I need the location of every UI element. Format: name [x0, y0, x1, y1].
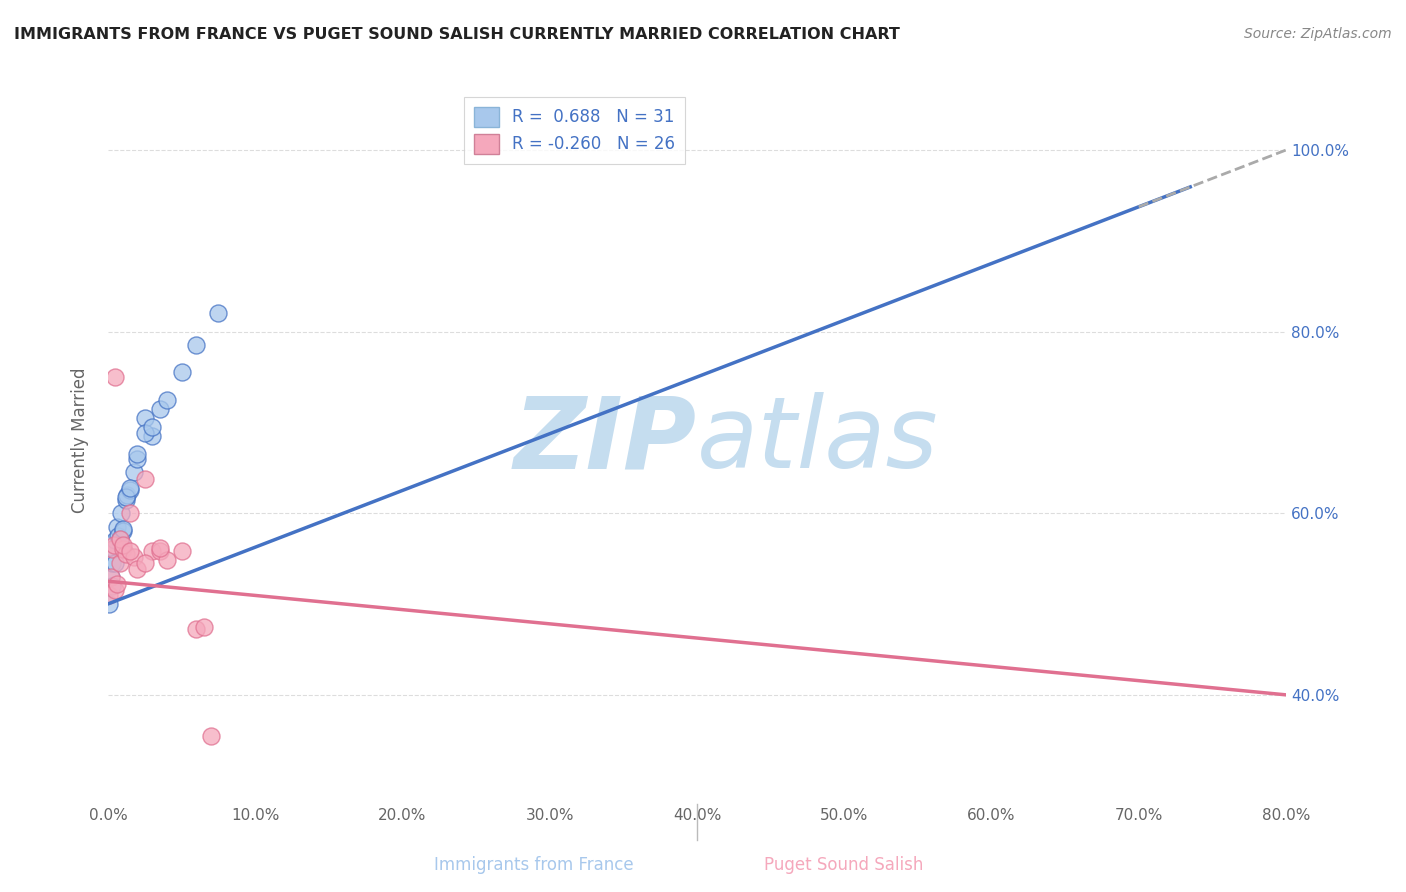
- Point: [193, 619, 215, 633]
- Point: [186, 623, 208, 637]
- Point: [101, 579, 124, 593]
- Point: [186, 338, 208, 352]
- Point: [111, 538, 134, 552]
- Point: [134, 472, 156, 486]
- Point: [120, 483, 142, 498]
- Point: [120, 544, 142, 558]
- Point: [170, 544, 193, 558]
- Text: Puget Sound Salish: Puget Sound Salish: [763, 855, 924, 873]
- Point: [101, 556, 124, 570]
- Point: [115, 488, 138, 502]
- Point: [124, 465, 146, 479]
- Point: [148, 544, 170, 558]
- Point: [120, 481, 142, 495]
- Point: [104, 583, 127, 598]
- Point: [124, 549, 146, 564]
- Point: [156, 553, 179, 567]
- Point: [104, 556, 127, 570]
- Point: [104, 533, 127, 548]
- Point: [120, 506, 142, 520]
- Point: [103, 538, 125, 552]
- Text: Source: ZipAtlas.com: Source: ZipAtlas.com: [1244, 27, 1392, 41]
- Point: [108, 556, 131, 570]
- Point: [103, 542, 125, 557]
- Point: [141, 420, 163, 434]
- Point: [107, 529, 129, 543]
- Point: [104, 370, 127, 384]
- Point: [134, 410, 156, 425]
- Point: [141, 544, 163, 558]
- Point: [98, 588, 121, 602]
- Point: [127, 447, 149, 461]
- Point: [111, 524, 134, 539]
- Point: [100, 570, 122, 584]
- Text: IMMIGRANTS FROM FRANCE VS PUGET SOUND SALISH CURRENTLY MARRIED CORRELATION CHART: IMMIGRANTS FROM FRANCE VS PUGET SOUND SA…: [14, 27, 900, 42]
- Point: [127, 451, 149, 466]
- Point: [134, 426, 156, 441]
- Point: [127, 562, 149, 576]
- Point: [111, 523, 134, 537]
- Point: [114, 492, 136, 507]
- Point: [141, 429, 163, 443]
- Legend: R =  0.688   N = 31, R = -0.260   N = 26: R = 0.688 N = 31, R = -0.260 N = 26: [464, 96, 685, 164]
- Point: [200, 729, 222, 743]
- Point: [156, 392, 179, 407]
- Point: [110, 506, 132, 520]
- Point: [170, 366, 193, 380]
- Point: [108, 532, 131, 546]
- Point: [114, 490, 136, 504]
- Y-axis label: Currently Married: Currently Married: [72, 368, 89, 513]
- Point: [108, 532, 131, 546]
- Text: Immigrants from France: Immigrants from France: [434, 855, 634, 873]
- Point: [101, 542, 124, 557]
- Point: [114, 547, 136, 561]
- Point: [134, 556, 156, 570]
- Point: [111, 542, 134, 557]
- Point: [98, 597, 121, 611]
- Text: ZIP: ZIP: [515, 392, 697, 489]
- Point: [100, 570, 122, 584]
- Point: [105, 520, 128, 534]
- Point: [105, 577, 128, 591]
- Point: [207, 306, 229, 320]
- Point: [148, 401, 170, 416]
- Text: atlas: atlas: [697, 392, 939, 489]
- Point: [108, 533, 131, 548]
- Point: [148, 541, 170, 555]
